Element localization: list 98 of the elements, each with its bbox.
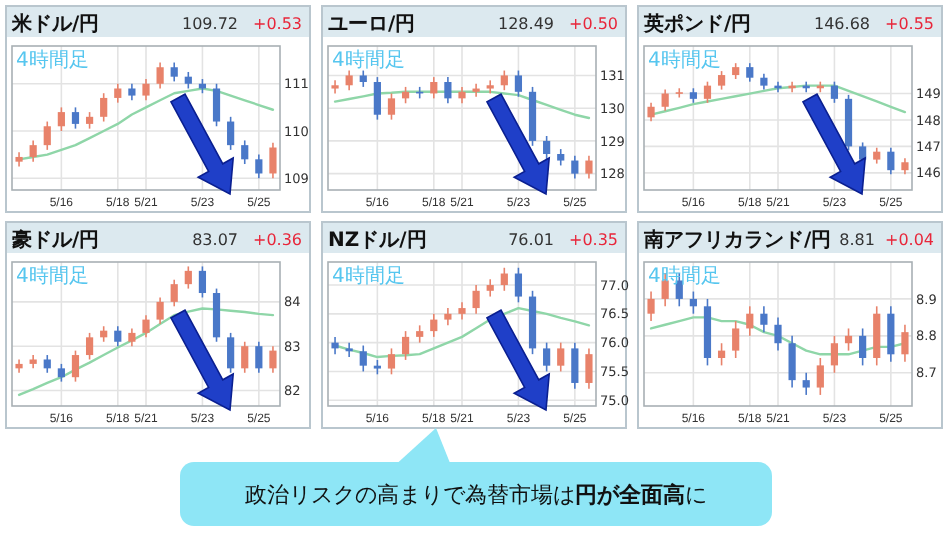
candlestick xyxy=(514,266,523,304)
chart-title: 豪ドル/円 xyxy=(10,228,100,252)
candlestick xyxy=(647,102,655,123)
candlestick xyxy=(430,76,438,100)
candlestick xyxy=(227,332,235,374)
candlestick xyxy=(29,139,37,163)
candlestick xyxy=(401,330,410,361)
chart-title: 南アフリカランド/円 xyxy=(642,228,832,252)
candlestick xyxy=(760,305,768,333)
candlestick xyxy=(114,82,122,104)
candlestick xyxy=(472,284,480,315)
candlestick xyxy=(57,106,65,132)
candlestick xyxy=(373,76,381,121)
candlestick xyxy=(345,341,353,358)
candlestick xyxy=(746,305,754,337)
candlestick xyxy=(15,358,23,374)
candlestick xyxy=(647,290,655,322)
candlestick xyxy=(732,320,740,359)
candlestick xyxy=(887,146,895,175)
candlestick xyxy=(746,62,754,83)
candlestick xyxy=(387,347,396,376)
annotation: 4時間足 xyxy=(16,48,89,72)
candlestick xyxy=(359,344,367,373)
candlestick xyxy=(703,80,712,104)
candlestick xyxy=(901,323,909,363)
line-series xyxy=(649,84,907,116)
candlestick xyxy=(802,371,810,396)
chart-title: NZドル/円 xyxy=(328,230,427,252)
candlestick xyxy=(543,135,551,160)
text: +0.36 xyxy=(252,231,302,249)
text: +0.50 xyxy=(568,15,618,33)
candlestick xyxy=(500,266,508,292)
text: 128.49 xyxy=(498,15,554,33)
candlestick xyxy=(198,265,207,299)
chart-title: 米ドル/円 xyxy=(10,12,100,36)
candlestick xyxy=(444,76,452,105)
candlestick xyxy=(543,341,551,373)
candlestick xyxy=(85,332,94,361)
candlestick xyxy=(430,313,438,338)
candlestick xyxy=(184,265,192,290)
annotation: 4時間足 xyxy=(332,264,405,288)
candlestick xyxy=(859,327,867,367)
candlestick xyxy=(830,335,839,374)
candlestick xyxy=(142,78,150,102)
candlestick xyxy=(100,92,108,123)
candlestick xyxy=(71,349,80,383)
text: 109.72 xyxy=(182,15,238,33)
candlestick xyxy=(212,287,221,343)
text: 146.68 xyxy=(814,15,870,33)
candlestick xyxy=(844,94,853,152)
annotation: 4時間足 xyxy=(332,48,405,72)
candlestick xyxy=(170,61,178,83)
candlestick xyxy=(717,342,726,367)
candlestick xyxy=(788,335,796,389)
candlestick xyxy=(661,88,669,112)
candlestick xyxy=(387,92,396,121)
candlestick xyxy=(269,141,277,179)
chart-title: ユーロ/円 xyxy=(328,14,416,36)
text: 83.07 xyxy=(192,231,238,249)
candlestick xyxy=(514,69,523,98)
candlestick xyxy=(241,139,249,165)
text: +0.55 xyxy=(884,15,934,33)
candlestick xyxy=(345,69,353,91)
text: 8.81 xyxy=(839,231,875,249)
candlestick xyxy=(114,325,122,347)
candlestick xyxy=(557,341,565,373)
text: 政治リスクの高まりで為替市場は円が全面高に xyxy=(245,482,707,508)
candlestick xyxy=(873,305,881,367)
text: +0.35 xyxy=(568,231,618,249)
candlestick xyxy=(844,327,853,352)
text: +0.04 xyxy=(884,231,934,249)
candlestick xyxy=(689,290,697,315)
candlestick xyxy=(816,357,824,396)
candlestick xyxy=(675,87,683,99)
candlestick xyxy=(43,120,51,151)
candlestick xyxy=(255,153,263,179)
candlestick xyxy=(717,70,726,91)
candlestick xyxy=(156,296,164,325)
candlestick xyxy=(774,316,782,352)
candlestick xyxy=(156,61,164,90)
candlestick xyxy=(830,80,839,104)
candlestick xyxy=(269,345,277,374)
candlestick xyxy=(500,69,508,91)
candlestick xyxy=(71,106,80,130)
candlestick xyxy=(571,154,579,180)
chart-title: 英ポンド/円 xyxy=(642,12,752,36)
candlestick xyxy=(585,347,593,390)
text: 76.01 xyxy=(508,231,554,249)
candlestick xyxy=(585,154,593,180)
candlestick xyxy=(212,82,221,128)
candlestick xyxy=(142,314,150,339)
candlestick xyxy=(227,116,235,151)
annotation: 4時間足 xyxy=(16,264,89,288)
candlestick xyxy=(241,340,249,374)
annotation: 4時間足 xyxy=(648,48,721,72)
candlestick xyxy=(170,278,178,308)
text: +0.53 xyxy=(252,15,302,33)
candlestick xyxy=(255,340,263,374)
